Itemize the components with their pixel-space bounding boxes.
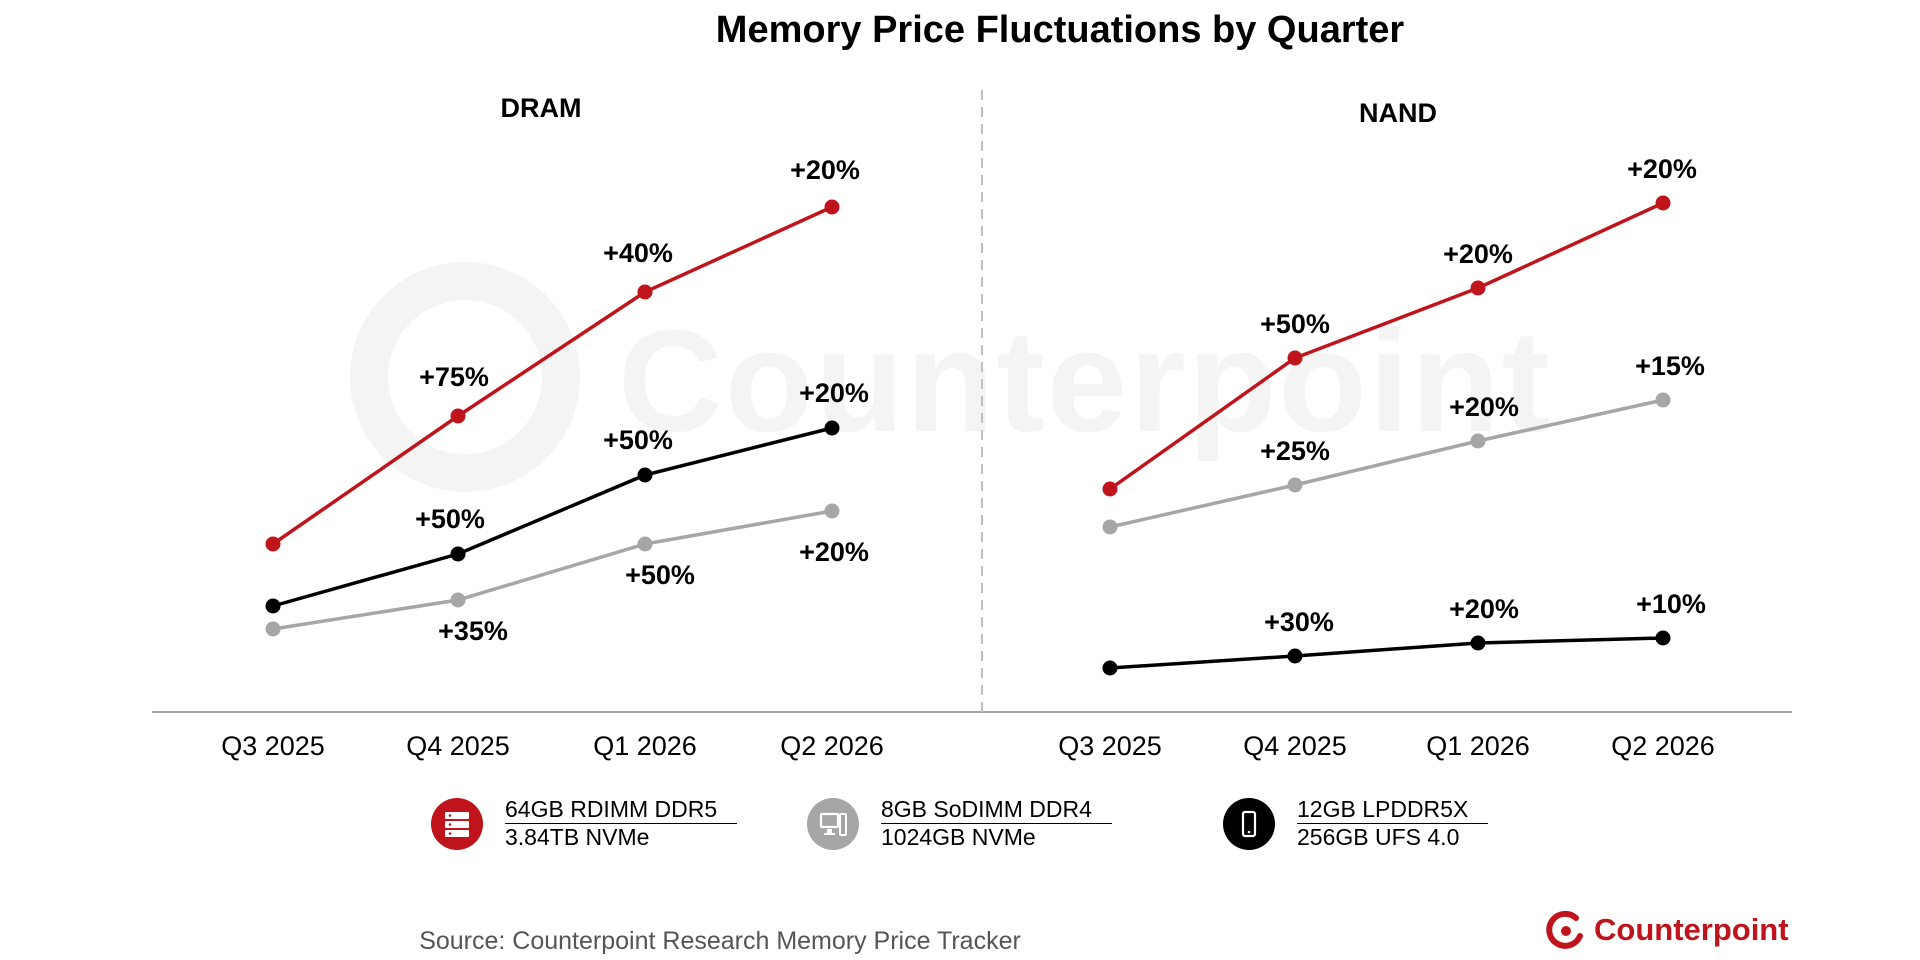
data-label: +40% (603, 238, 673, 268)
data-point (1287, 648, 1303, 664)
data-label: +20% (1449, 594, 1519, 624)
data-point (1102, 660, 1118, 676)
data-label: +50% (415, 504, 485, 534)
x-tick-label: Q2 2026 (780, 731, 884, 761)
legend-item-black: 12GB LPDDR5X 256GB UFS 4.0 (1223, 796, 1489, 851)
series-line (272, 509, 833, 631)
data-label: +35% (438, 616, 508, 646)
desktop-icon (807, 797, 859, 850)
data-label: +50% (1260, 309, 1330, 339)
data-point (450, 408, 466, 424)
page-title: Memory Price Fluctuations by Quarter (716, 9, 1405, 51)
watermark-logo-icon (350, 262, 580, 497)
data-point (824, 503, 840, 519)
data-point (1470, 280, 1486, 296)
data-point (265, 536, 281, 552)
data-point (1470, 433, 1486, 449)
data-point (450, 592, 466, 608)
data-label: +20% (1449, 392, 1519, 422)
x-tick-label: Q2 2026 (1611, 731, 1715, 761)
legend-label-line1: 12GB LPDDR5X (1297, 796, 1489, 824)
data-point (1287, 477, 1303, 493)
data-label: +20% (790, 155, 860, 185)
legend-item-red: 64GB RDIMM DDR5 3.84TB NVMe (431, 796, 738, 851)
legend-label-line1: 64GB RDIMM DDR5 (505, 796, 738, 824)
x-tick-label: Q4 2025 (1243, 731, 1347, 761)
data-label: +50% (625, 560, 695, 590)
data-point (1655, 195, 1671, 211)
data-point (1470, 635, 1486, 651)
data-label: +50% (603, 425, 673, 455)
legend-item-gray: 8GB SoDIMM DDR4 1024GB NVMe (807, 796, 1112, 851)
legend-label-line1: 8GB SoDIMM DDR4 (881, 796, 1112, 824)
data-point (824, 199, 840, 215)
data-label: +20% (1627, 154, 1697, 184)
panel-title: NAND (1359, 98, 1437, 128)
data-point (265, 598, 281, 614)
source-note: Source: Counterpoint Research Memory Pri… (419, 927, 1021, 955)
series-line (272, 205, 833, 546)
smartphone-icon (1223, 797, 1275, 850)
data-point (1102, 519, 1118, 535)
legend-label-line2: 3.84TB NVMe (505, 824, 650, 850)
legend: 64GB RDIMM DDR5 3.84TB NVMe 8GB SoDIMM D… (0, 796, 1920, 866)
data-point (265, 621, 281, 637)
data-label: +15% (1635, 351, 1705, 381)
legend-label-line2: 1024GB NVMe (881, 824, 1036, 850)
x-tick-label: Q3 2025 (1058, 731, 1162, 761)
brand: Counterpoint (1546, 910, 1789, 950)
data-point (637, 467, 653, 483)
data-point (1102, 481, 1118, 497)
data-point (450, 546, 466, 562)
series-line (1108, 201, 1664, 491)
x-tick-label: Q4 2025 (406, 731, 510, 761)
series-line (1109, 398, 1664, 529)
data-label: +20% (799, 537, 869, 567)
data-label: +25% (1260, 436, 1330, 466)
data-label: +10% (1636, 589, 1706, 619)
x-tick-label: Q1 2026 (593, 731, 697, 761)
counterpoint-logo-icon (1546, 910, 1583, 949)
data-point (824, 420, 840, 436)
data-label: +30% (1264, 607, 1334, 637)
server-icon (431, 797, 483, 850)
legend-label-line2: 256GB UFS 4.0 (1297, 824, 1460, 850)
series-line (272, 426, 833, 608)
data-label: +75% (419, 362, 489, 392)
watermark: Counterpoint (618, 300, 1553, 462)
x-tick-label: Q1 2026 (1426, 731, 1530, 761)
data-point (637, 536, 653, 552)
panel-title: DRAM (501, 93, 582, 123)
data-point (1287, 350, 1303, 366)
data-point (1655, 392, 1671, 408)
brand-name: Counterpoint (1594, 912, 1789, 947)
data-label: +20% (799, 378, 869, 408)
data-point (1655, 630, 1671, 646)
x-tick-label: Q3 2025 (221, 731, 325, 761)
data-label: +20% (1443, 239, 1513, 269)
series-line (1109, 636, 1664, 670)
data-point (637, 284, 653, 300)
